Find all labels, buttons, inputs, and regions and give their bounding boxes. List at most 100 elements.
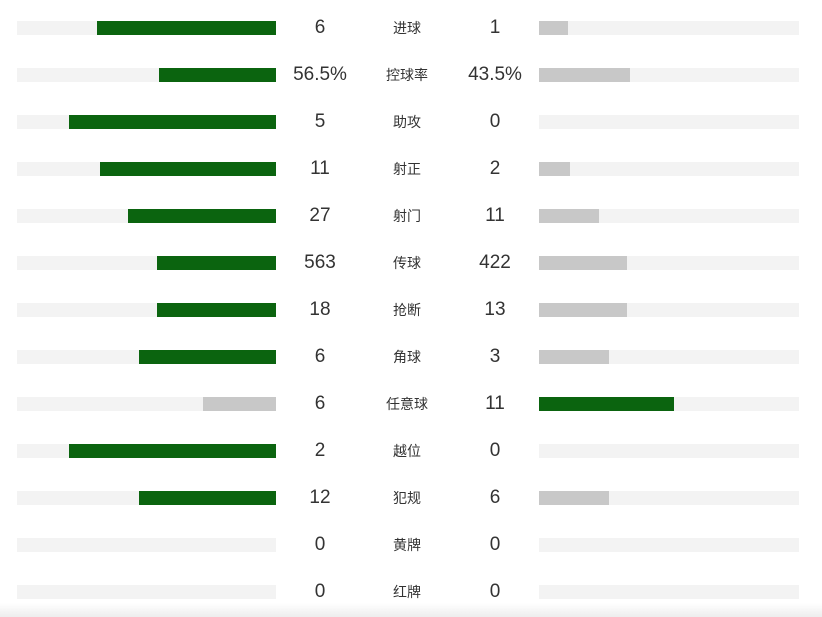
stat-label: 越位 [393, 443, 421, 459]
stat-label: 红牌 [393, 584, 421, 600]
home-bar-track [17, 444, 276, 458]
home-bar-track [17, 162, 276, 176]
home-value: 18 [309, 299, 331, 320]
away-bar-track [539, 585, 799, 599]
stat-label: 控球率 [386, 67, 428, 83]
stat-label: 角球 [393, 349, 421, 365]
away-value: 422 [479, 252, 511, 273]
away-value: 0 [489, 581, 501, 602]
home-bar [128, 209, 276, 223]
stat-row: 6 进球 1 [0, 4, 822, 51]
home-value: 0 [314, 534, 326, 555]
home-bar [157, 303, 276, 317]
away-bar-track [539, 256, 799, 270]
stat-row: 11 射正 2 [0, 145, 822, 192]
stat-row: 12 犯规 6 [0, 474, 822, 521]
away-value: 0 [489, 440, 501, 461]
home-bar-track [17, 350, 276, 364]
away-bar-track [539, 303, 799, 317]
away-value: 6 [489, 487, 501, 508]
away-bar-track [539, 68, 799, 82]
stat-label: 任意球 [386, 396, 428, 412]
home-value: 6 [314, 393, 326, 414]
away-bar [539, 350, 609, 364]
away-value: 11 [485, 393, 505, 414]
home-bar-track [17, 209, 276, 223]
stat-label: 射正 [393, 161, 421, 177]
away-bar-track [539, 491, 799, 505]
home-bar [157, 256, 276, 270]
stat-row: 563 传球 422 [0, 239, 822, 286]
home-bar [97, 21, 276, 35]
home-bar-track [17, 585, 276, 599]
away-bar [539, 397, 674, 411]
home-bar-track [17, 491, 276, 505]
away-bar [539, 303, 627, 317]
stat-row: 2 越位 0 [0, 427, 822, 474]
home-value: 11 [310, 158, 330, 179]
away-value: 0 [489, 111, 501, 132]
home-value: 56.5% [293, 64, 347, 85]
away-value: 1 [489, 17, 501, 38]
home-bar-track [17, 115, 276, 129]
stat-row: 0 黄牌 0 [0, 521, 822, 568]
stat-row: 56.5% 控球率 43.5% [0, 51, 822, 98]
stat-label: 射门 [393, 208, 421, 224]
stat-label: 黄牌 [393, 537, 421, 553]
away-bar-track [539, 21, 799, 35]
home-bar [69, 115, 276, 129]
away-bar-track [539, 115, 799, 129]
away-bar [539, 209, 599, 223]
bottom-shadow [0, 603, 822, 617]
stat-row: 18 抢断 13 [0, 286, 822, 333]
home-bar [139, 491, 276, 505]
home-bar-track [17, 538, 276, 552]
home-value: 2 [314, 440, 326, 461]
stat-row: 27 射门 11 [0, 192, 822, 239]
away-bar [539, 21, 568, 35]
stat-row: 0 红牌 0 [0, 568, 822, 615]
away-bar-track [539, 350, 799, 364]
away-bar [539, 256, 627, 270]
stat-label: 犯规 [393, 490, 421, 506]
home-bar-track [17, 68, 276, 82]
away-bar [539, 491, 609, 505]
home-bar [69, 444, 276, 458]
home-bar-track [17, 256, 276, 270]
away-value: 13 [484, 299, 506, 320]
stat-row: 6 任意球 11 [0, 380, 822, 427]
home-value: 27 [309, 205, 331, 226]
away-bar-track [539, 397, 799, 411]
away-bar-track [539, 538, 799, 552]
home-bar-track [17, 397, 276, 411]
away-value: 43.5% [468, 64, 522, 85]
home-value: 6 [314, 17, 326, 38]
away-value: 3 [489, 346, 501, 367]
away-bar-track [539, 162, 799, 176]
stat-row: 6 角球 3 [0, 333, 822, 380]
away-value: 11 [485, 205, 505, 226]
home-value: 0 [314, 581, 326, 602]
stat-label: 进球 [393, 20, 421, 36]
home-value: 6 [314, 346, 326, 367]
home-value: 5 [314, 111, 326, 132]
home-bar [159, 68, 276, 82]
away-value: 0 [489, 534, 501, 555]
home-bar [139, 350, 276, 364]
home-bar-track [17, 303, 276, 317]
away-bar [539, 162, 570, 176]
away-value: 2 [489, 158, 501, 179]
away-bar-track [539, 444, 799, 458]
home-value: 563 [304, 252, 336, 273]
home-bar-track [17, 21, 276, 35]
stat-row: 5 助攻 0 [0, 98, 822, 145]
stat-label: 助攻 [393, 114, 421, 130]
stat-label: 传球 [393, 255, 421, 271]
home-bar [203, 397, 276, 411]
away-bar-track [539, 209, 799, 223]
home-value: 12 [309, 487, 331, 508]
home-bar [100, 162, 276, 176]
away-bar [539, 68, 630, 82]
stat-label: 抢断 [393, 302, 421, 318]
